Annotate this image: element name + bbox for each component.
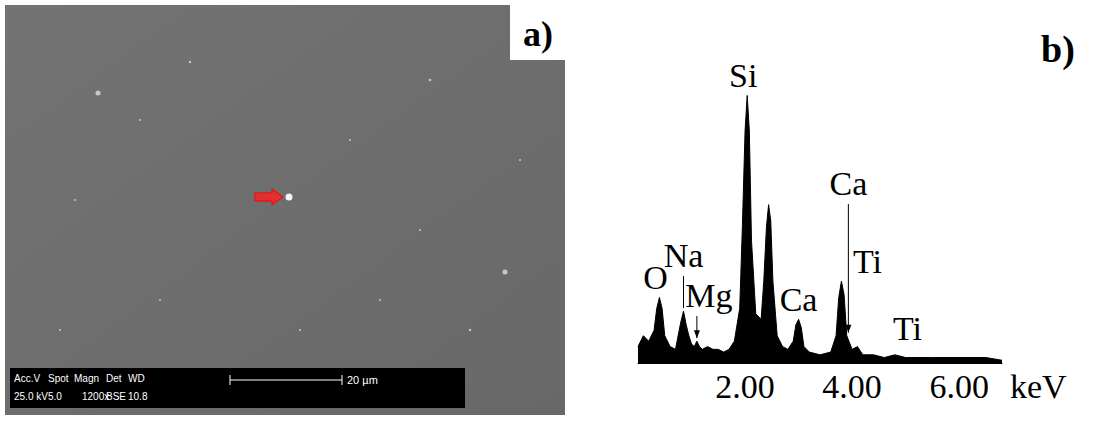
svg-text:a): a): [523, 14, 553, 54]
svg-text:Si: Si: [729, 57, 757, 94]
svg-text:Acc.V: Acc.V: [14, 373, 40, 384]
svg-text:BSE: BSE: [106, 391, 126, 402]
svg-text:25.0 kV: 25.0 kV: [14, 391, 48, 402]
svg-text:Magn: Magn: [74, 373, 99, 384]
svg-text:Det: Det: [106, 373, 122, 384]
svg-text:Ti: Ti: [853, 243, 882, 280]
svg-text:Ca: Ca: [780, 281, 818, 318]
svg-text:Na: Na: [664, 237, 704, 274]
svg-text:keV: keV: [1010, 368, 1067, 405]
svg-text:Ca: Ca: [829, 165, 867, 202]
svg-text:2.00: 2.00: [715, 368, 775, 405]
svg-text:Spot: Spot: [48, 373, 69, 384]
svg-text:Ti: Ti: [893, 310, 922, 347]
svg-text:4.00: 4.00: [822, 368, 882, 405]
svg-text:WD: WD: [128, 373, 145, 384]
svg-text:O: O: [643, 259, 668, 296]
svg-text:10.8: 10.8: [128, 391, 148, 402]
svg-text:Mg: Mg: [685, 277, 732, 314]
svg-text:1200x: 1200x: [82, 391, 110, 402]
svg-text:b): b): [1041, 28, 1075, 71]
svg-text:5.0: 5.0: [48, 391, 62, 402]
svg-text:6.00: 6.00: [929, 368, 989, 405]
svg-text:20 µm: 20 µm: [347, 374, 378, 386]
